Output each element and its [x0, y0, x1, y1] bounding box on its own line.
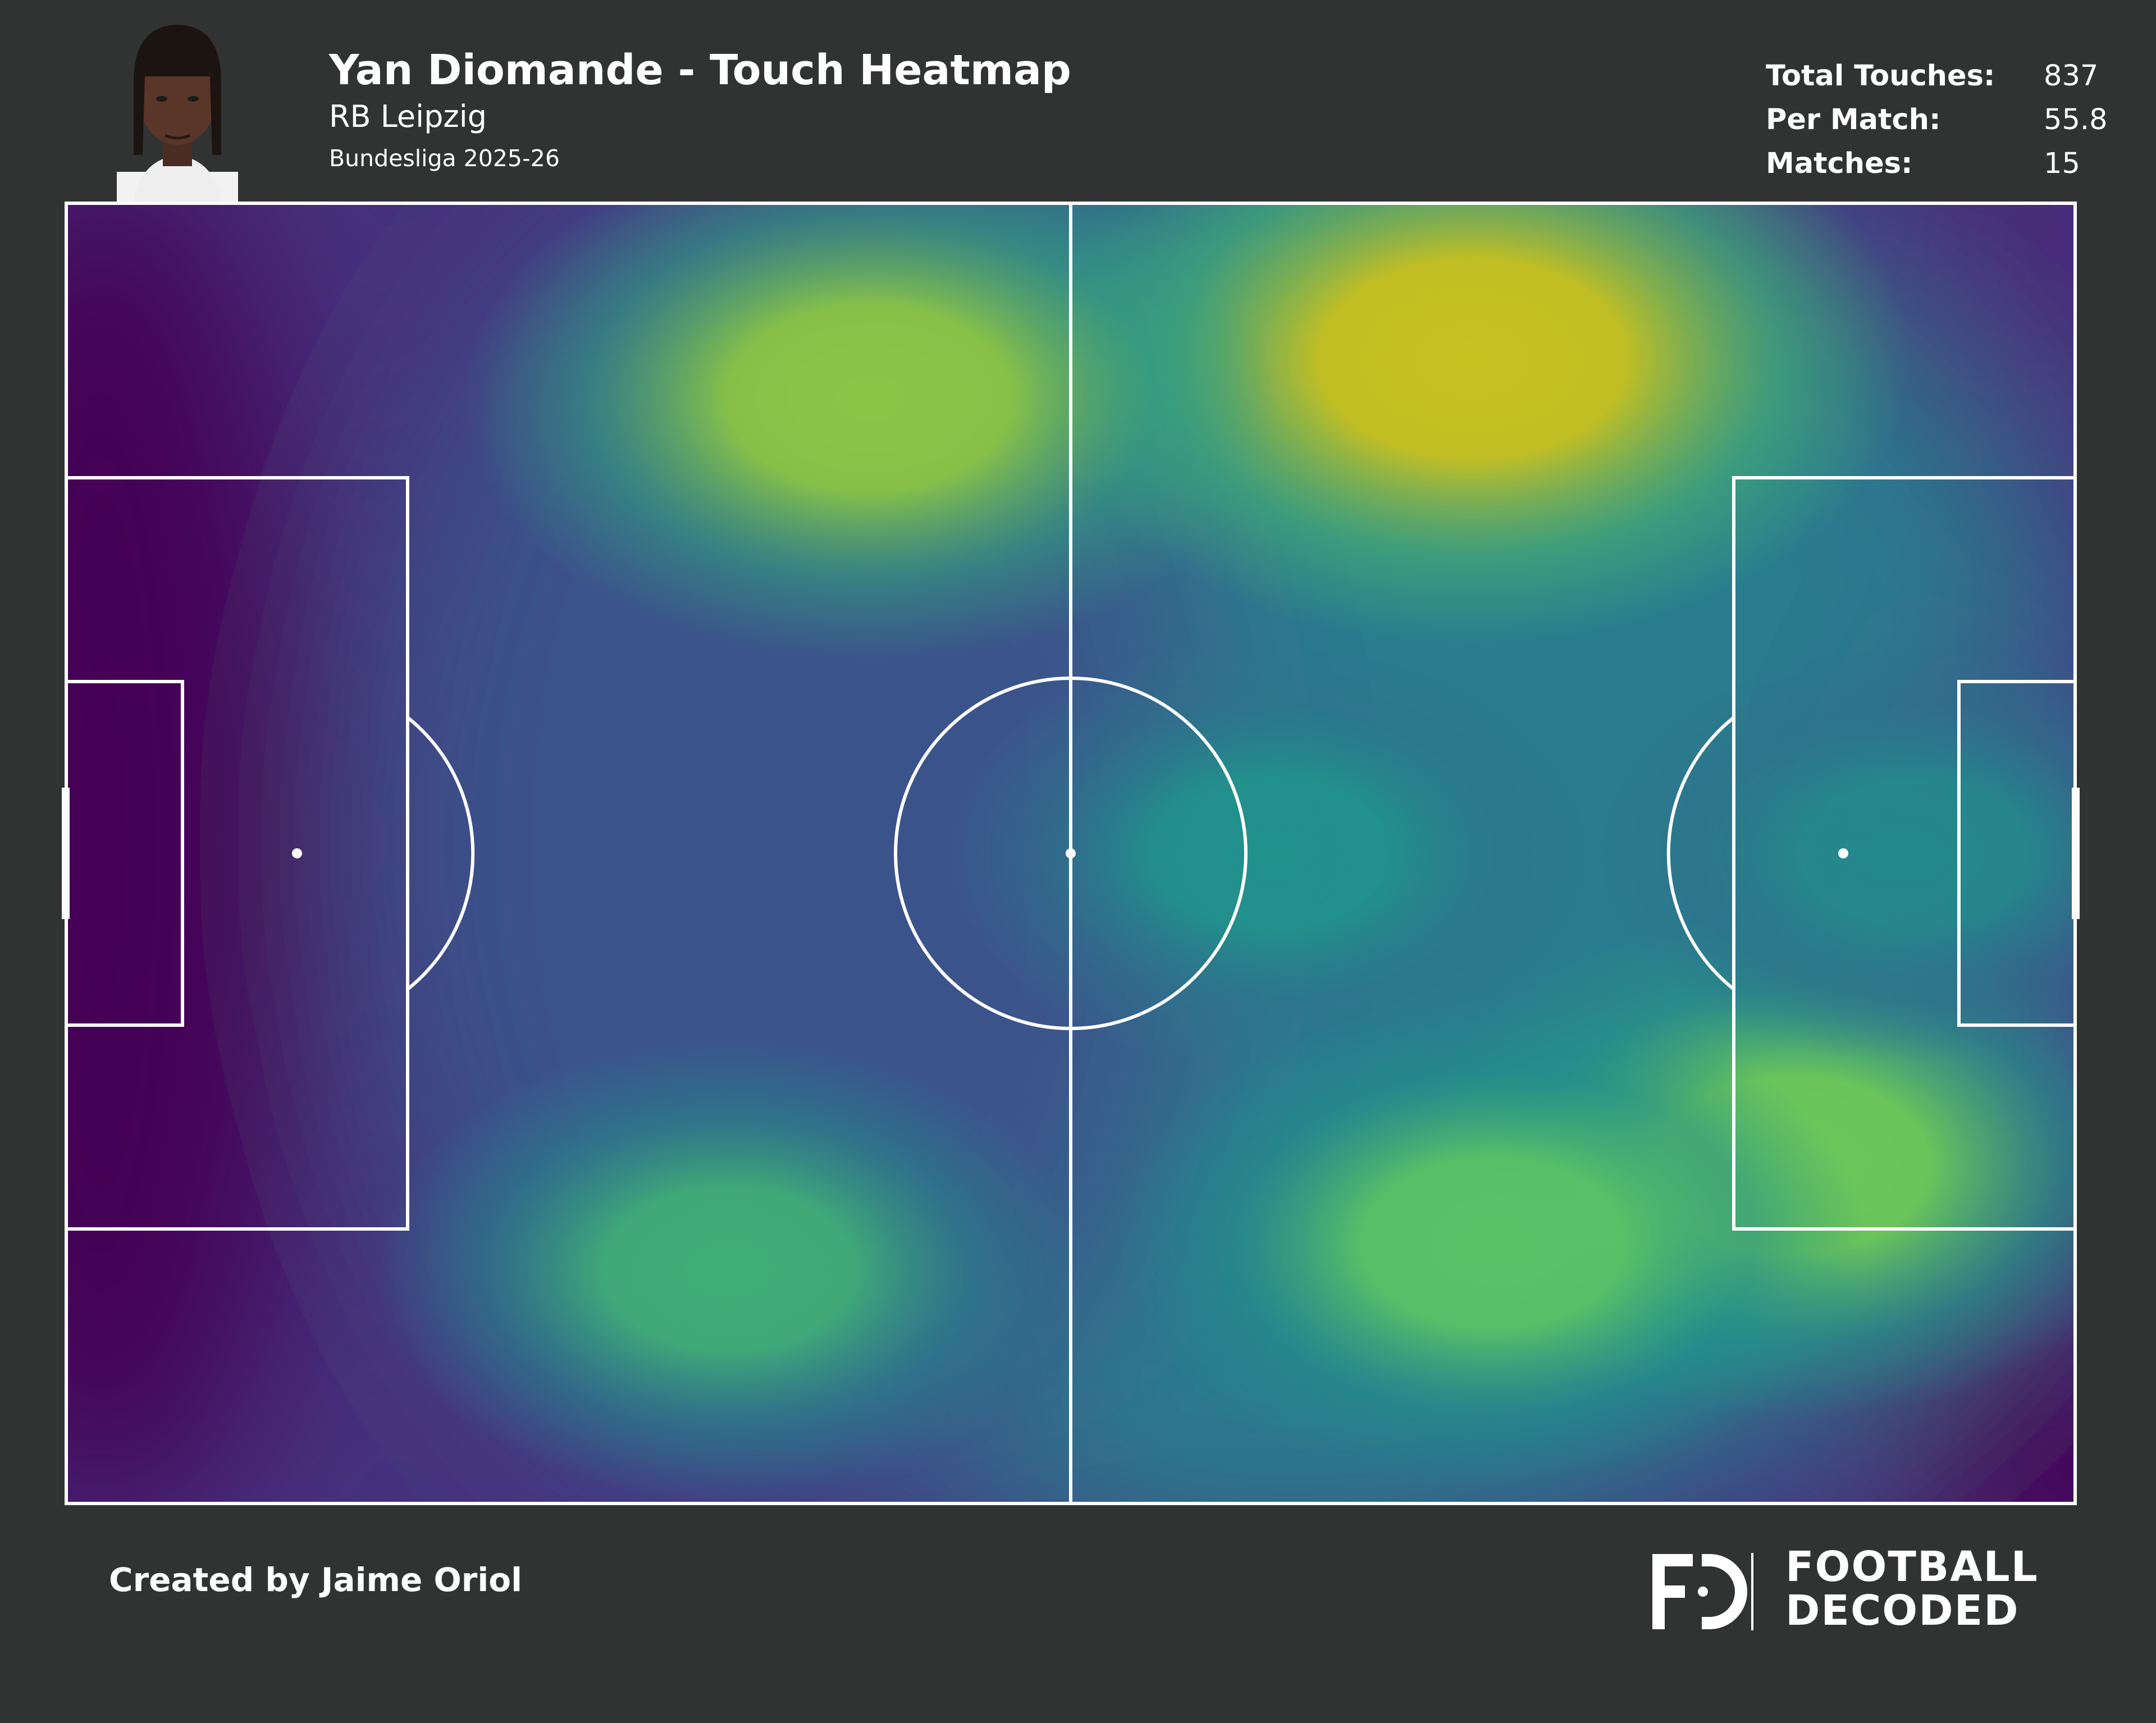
brand-line-1: FOOTBALL: [1785, 1543, 2039, 1591]
heatmap-hotspot: [1593, 643, 2075, 1063]
chart-title: Yan Diomande - Touch Heatmap: [329, 46, 1071, 94]
stat-value-total-touches: 837: [2044, 60, 2099, 93]
football-decoded-logo-icon: [1652, 1553, 1753, 1630]
density-zone-low-left: [66, 203, 314, 1503]
team-name: RB Leipzig: [329, 99, 487, 134]
heatmap-hotspot: [942, 638, 1602, 1069]
stat-label-matches: Matches:: [1766, 147, 1913, 180]
stat-value-matches: 15: [2044, 147, 2080, 180]
brand-wordmark: FOOTBALL DECODED: [1785, 1545, 2039, 1633]
heatmap-hotspot: [374, 1038, 1085, 1501]
competition-label: Bundesliga 2025-26: [329, 145, 560, 172]
density-zone-low-corner-br: [1909, 1325, 2075, 1503]
pitch-spots: [62, 788, 2080, 919]
heatmap-layer: [66, 203, 2075, 1503]
density-zone-low-corner-tr: [1931, 203, 2075, 359]
stat-label-per-match: Per Match:: [1766, 103, 1941, 136]
stat-value-per-match: 55.8: [2044, 103, 2108, 136]
heatmap-hotspot: [464, 203, 1276, 663]
player-photo: [117, 25, 238, 203]
hotspot-group: [374, 203, 2075, 1501]
stat-label-total-touches: Total Touches:: [1766, 60, 1995, 93]
heatmap-hotspot: [1117, 998, 1868, 1488]
brand-line-2: DECODED: [1785, 1587, 2020, 1635]
credit-text: Created by Jaime Oriol: [109, 1561, 523, 1599]
